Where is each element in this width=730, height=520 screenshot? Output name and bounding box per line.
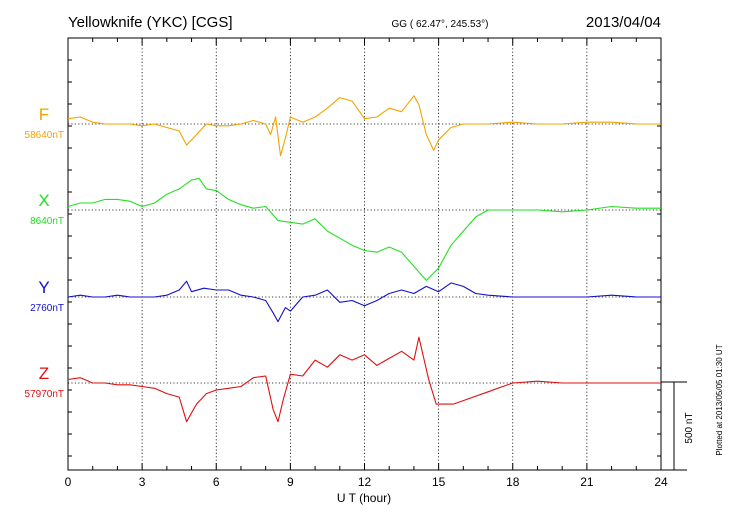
x-tick-label: 24	[654, 475, 668, 489]
chart-date: 2013/04/04	[586, 14, 661, 31]
plotted-note: Plotted at 2013/05/05 01:30 UT	[715, 344, 724, 455]
x-tick-label: 6	[213, 475, 220, 489]
scale-bar-label: 500 nT	[684, 412, 695, 443]
baseline-value-f: 58640nT	[25, 130, 64, 141]
scale-bar: 500 nT	[661, 381, 695, 471]
x-tick-label: 12	[358, 475, 372, 489]
series-line-z	[67, 336, 661, 423]
series-traces	[67, 95, 661, 423]
baseline-value-y: 2760nT	[30, 303, 64, 314]
x-tick-label: 21	[580, 475, 594, 489]
axis-ticks: 0 3 6 9 12 15 18 21 24	[65, 38, 668, 489]
x-tick-label: 15	[432, 475, 446, 489]
x-axis-label: U T (hour)	[337, 491, 391, 505]
component-labels: F 58640nT X 8640nT Y 2760nT Z 57970nT	[25, 105, 64, 400]
series-line-x	[67, 177, 661, 281]
x-tick-label: 9	[287, 475, 294, 489]
component-label-z: Z	[39, 364, 49, 383]
station-coordinates: GG ( 62.47°, 245.53°)	[392, 19, 489, 30]
x-tick-label: 3	[139, 475, 146, 489]
series-line-f	[67, 95, 661, 157]
x-tick-label: 0	[65, 475, 72, 489]
series-line-y	[67, 280, 661, 323]
station-title: Yellowknife (YKC) [CGS]	[68, 14, 233, 31]
component-label-y: Y	[38, 278, 49, 297]
x-tick-label: 18	[506, 475, 520, 489]
baseline-value-x: 8640nT	[30, 216, 64, 227]
baseline-value-z: 57970nT	[25, 389, 64, 400]
component-label-f: F	[39, 105, 49, 124]
grid-lines	[141, 38, 588, 470]
component-label-x: X	[38, 191, 49, 210]
